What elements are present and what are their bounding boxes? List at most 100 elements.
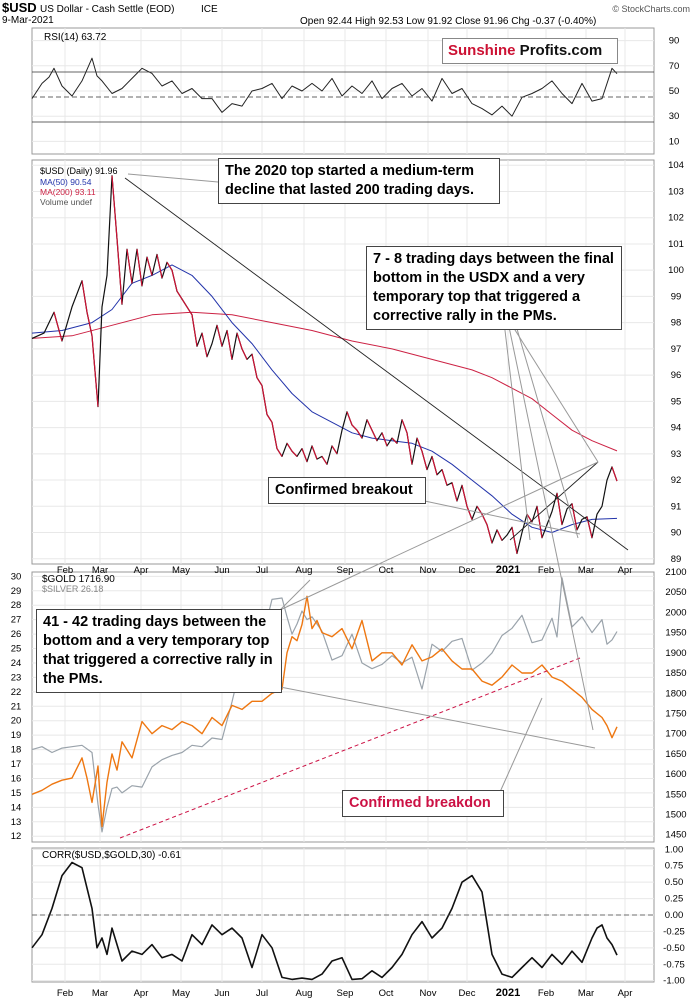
silver-y-axis: 12 13 14 15 16 17 18 19 20 21 22 23 24 25 26 27 28 29 30 bbox=[11, 571, 22, 842]
gold-silver-panel bbox=[31, 571, 655, 843]
silver-tick-label: 14 bbox=[11, 802, 22, 813]
gold-uptrend-line bbox=[119, 657, 581, 839]
gold-y-axis: 1450 1500 1550 1600 1650 1700 1750 1800 1850 1900… bbox=[665, 567, 686, 841]
chart-instrument-name: US Dollar - Cash Settle (EOD) bbox=[40, 4, 174, 15]
usd-down-segment bbox=[236, 332, 243, 350]
usd-down-segment bbox=[216, 325, 223, 347]
series-lines bbox=[31, 57, 618, 981]
corr-tick-label: -1.00 bbox=[663, 976, 685, 987]
silver-tick-label: 15 bbox=[11, 788, 22, 799]
chart-watermark: © StockCharts.com bbox=[612, 4, 690, 14]
month-label-usd: Oct bbox=[379, 565, 394, 576]
volume-legend: Volume undef bbox=[40, 197, 93, 207]
silver-tick-label: 22 bbox=[11, 687, 22, 698]
rsi-tick-label: 10 bbox=[669, 136, 680, 147]
usd-down-segment bbox=[406, 432, 413, 465]
usd-y-axis: 89 90 91 92 93 94 95 96 97 98 99 100 101 102 103 104 bbox=[668, 160, 684, 565]
chart-exchange: ICE bbox=[201, 4, 218, 15]
silver-tick-label: 28 bbox=[11, 600, 22, 611]
usd-down-segment bbox=[191, 314, 198, 347]
usd-down-segment bbox=[301, 448, 308, 462]
usd-tick-label: 103 bbox=[668, 186, 684, 197]
month-label-usd: Apr bbox=[618, 565, 633, 576]
annotation-pms-bottom: 41 - 42 trading days between the bottom … bbox=[36, 609, 282, 693]
usd-tick-label: 100 bbox=[668, 265, 684, 276]
silver-tick-label: 16 bbox=[11, 773, 22, 784]
usd-down-segment bbox=[241, 348, 248, 360]
gold-tick-label: 1550 bbox=[665, 789, 686, 800]
silver-tick-label: 27 bbox=[11, 615, 22, 626]
silver-tick-label: 26 bbox=[11, 629, 22, 640]
usd-breakout-line bbox=[509, 461, 599, 541]
silver-tick-label: 29 bbox=[11, 586, 22, 597]
month-label-corr: Mar bbox=[92, 988, 108, 999]
usd-down-segment bbox=[136, 249, 143, 287]
month-label-corr: May bbox=[172, 988, 190, 999]
usd-down-segment bbox=[266, 414, 273, 423]
usd-down-segment bbox=[346, 411, 353, 426]
month-label-corr: Dec bbox=[459, 988, 476, 999]
month-label-corr: Feb bbox=[538, 988, 554, 999]
corr-tick-label: -0.50 bbox=[663, 943, 685, 954]
rsi-y-axis: 10 30 50 70 90 bbox=[669, 36, 680, 148]
gold-tick-label: 1850 bbox=[665, 668, 686, 679]
rsi-legend: RSI(14) 63.72 bbox=[44, 32, 107, 43]
gold-tick-label: 1900 bbox=[665, 648, 686, 659]
usd-down-segment bbox=[441, 469, 448, 486]
usd-tick-label: 92 bbox=[671, 475, 682, 486]
month-label-corr: Mar bbox=[578, 988, 594, 999]
usd-down-segment bbox=[351, 424, 358, 431]
month-label-corr: 2021 bbox=[496, 987, 520, 999]
month-label-corr: Feb bbox=[57, 988, 73, 999]
usd-down-segment bbox=[371, 429, 378, 441]
annotation-confirmed-breakdown: Confirmed breakdon bbox=[342, 790, 504, 817]
month-label-usd: Feb bbox=[57, 565, 73, 576]
month-label-corr: Aug bbox=[296, 988, 313, 999]
usd-down-segment bbox=[91, 335, 99, 407]
silver-tick-label: 13 bbox=[11, 817, 22, 828]
month-label-corr: Oct bbox=[379, 988, 394, 999]
usd-down-segment bbox=[291, 450, 298, 457]
rsi-line bbox=[31, 57, 618, 117]
month-labels: Feb Feb Mar Mar Apr Apr May May Jun Jun Jul Jul Aug A… bbox=[57, 564, 633, 999]
usd-tick-label: 94 bbox=[671, 423, 682, 434]
silver-price-line bbox=[31, 577, 618, 833]
usd-tick-label: 89 bbox=[671, 554, 682, 565]
corr-line bbox=[31, 861, 618, 981]
month-label-usd: Jul bbox=[256, 565, 268, 576]
gold-tick-label: 1800 bbox=[665, 688, 686, 699]
usd-tick-label: 93 bbox=[671, 449, 682, 460]
corr-tick-label: 1.00 bbox=[665, 844, 684, 855]
usd-tick-label: 102 bbox=[668, 213, 684, 224]
corr-tick-label: 0.00 bbox=[665, 910, 684, 921]
month-label-corr: Sep bbox=[337, 988, 354, 999]
usd-tick-label: 101 bbox=[668, 239, 684, 250]
silver-tick-label: 23 bbox=[11, 672, 22, 683]
usd-tick-label: 95 bbox=[671, 396, 682, 407]
usd-down-segment bbox=[331, 445, 338, 455]
gold-tick-label: 1700 bbox=[665, 729, 686, 740]
ma50-line bbox=[31, 264, 618, 533]
usd-down-segment bbox=[156, 254, 163, 279]
usd-down-segment bbox=[111, 175, 118, 239]
usd-down-segment bbox=[181, 298, 193, 316]
usd-down-segment bbox=[261, 385, 268, 415]
rsi-tick-label: 70 bbox=[669, 61, 680, 72]
logo-part-2: Profits.com bbox=[515, 42, 603, 59]
silver-legend: $SILVER 26.18 bbox=[42, 584, 103, 594]
month-label-usd: Jun bbox=[214, 565, 229, 576]
usd-tick-label: 91 bbox=[671, 501, 682, 512]
month-label-usd: Sep bbox=[337, 565, 354, 576]
usd-down-segment bbox=[176, 290, 183, 300]
silver-tick-label: 30 bbox=[11, 571, 22, 582]
gold-tick-label: 1500 bbox=[665, 810, 686, 821]
annotation-usdx-bottom: 7 - 8 trading days between the final bot… bbox=[366, 246, 622, 330]
usd-down-segment bbox=[201, 333, 208, 357]
month-label-usd: Feb bbox=[538, 565, 554, 576]
rsi-tick-label: 50 bbox=[669, 86, 680, 97]
gold-tick-label: 2100 bbox=[665, 567, 686, 578]
silver-tick-label: 20 bbox=[11, 716, 22, 727]
gold-tick-label: 1950 bbox=[665, 628, 686, 639]
brand-logo: Sunshine Profits.com bbox=[442, 38, 618, 64]
silver-tick-label: 12 bbox=[11, 831, 22, 842]
